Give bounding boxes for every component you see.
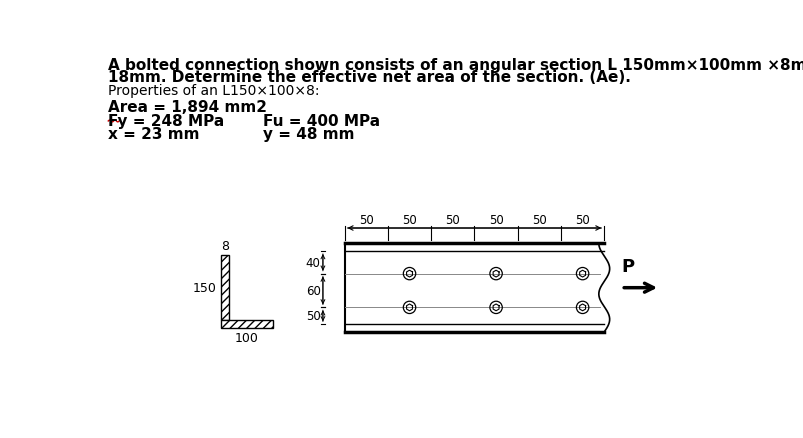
Text: 50: 50	[358, 213, 373, 226]
Text: 100: 100	[234, 332, 259, 344]
Text: 50: 50	[445, 213, 459, 226]
Bar	[220, 320, 273, 328]
Text: 60: 60	[305, 284, 320, 297]
Text: Fu = 400 MPa: Fu = 400 MPa	[263, 113, 380, 128]
Bar	[220, 255, 229, 320]
Text: 50: 50	[488, 213, 503, 226]
Text: A bolted connection shown consists of an angular section L 150mm×100mm ×8mm. Bol: A bolted connection shown consists of an…	[108, 58, 803, 73]
Text: 50: 50	[305, 310, 320, 322]
Text: Properties of an L150×100×8:: Properties of an L150×100×8:	[108, 84, 320, 98]
Text: 8: 8	[221, 239, 229, 252]
Text: 50: 50	[402, 213, 417, 226]
Text: x = 23 mm: x = 23 mm	[108, 127, 199, 142]
Text: Fy = 248 MPa: Fy = 248 MPa	[108, 113, 224, 128]
Bar	[344, 244, 604, 332]
Text: 18mm. Determine the effective net area of the section. (Ae).: 18mm. Determine the effective net area o…	[108, 70, 630, 85]
Text: 40: 40	[305, 256, 320, 269]
Text: 150: 150	[193, 281, 217, 294]
Text: P: P	[620, 258, 634, 276]
Text: y = 48 mm: y = 48 mm	[263, 127, 354, 142]
Text: 50: 50	[574, 213, 589, 226]
Text: Area = 1,894 mm2: Area = 1,894 mm2	[108, 99, 267, 114]
Text: 50: 50	[532, 213, 546, 226]
